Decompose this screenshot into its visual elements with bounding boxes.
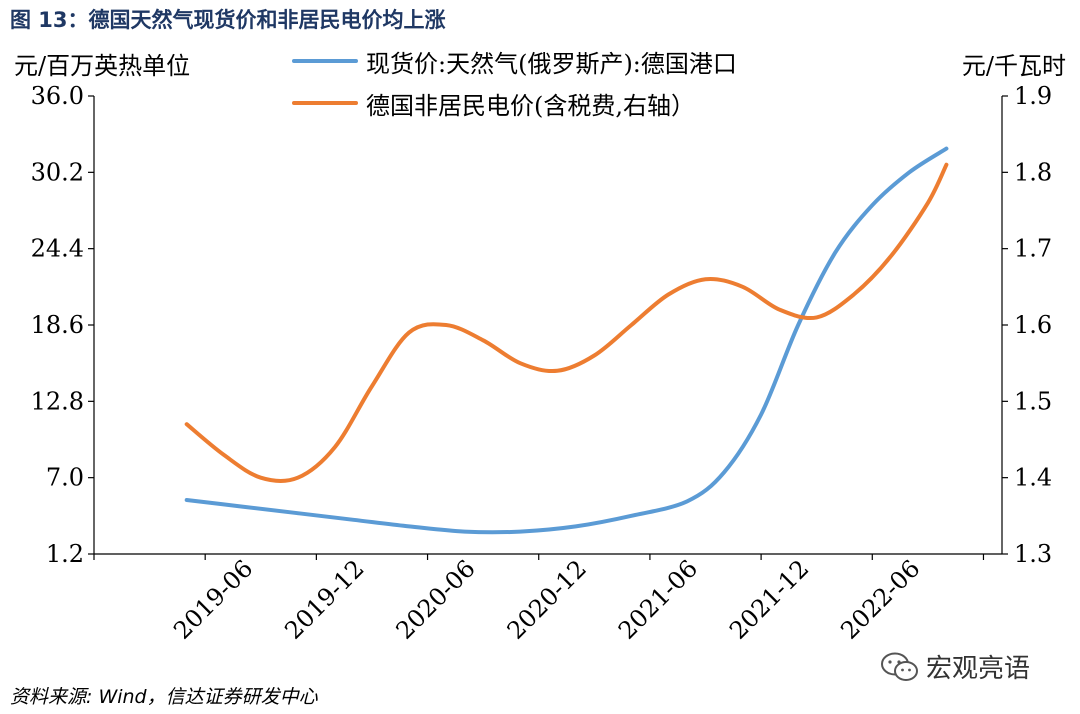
y-tick-label-right: 1.4 [1014, 464, 1052, 492]
x-tick-label: 2019-06 [168, 554, 258, 644]
x-tick-label: 2020-06 [391, 554, 481, 644]
y-tick-label-left: 1.2 [46, 540, 84, 568]
series-line-power-price [184, 162, 949, 484]
right-axis-unit: 元/千瓦时 [961, 52, 1066, 80]
y-tick-label-right: 1.9 [1014, 82, 1052, 110]
figure-title: 图 13：德国天然气现货价和非居民电价均上涨 [10, 8, 446, 32]
x-tick-label: 2021-06 [613, 554, 703, 644]
legend: 现货价:天然气(俄罗斯产):德国港口 德国非居民电价(含税费,右轴） [292, 40, 737, 124]
y-tick-label-left: 30.2 [31, 158, 84, 186]
y-tick-label-left: 7.0 [46, 464, 84, 492]
x-tick-label: 2021-12 [724, 554, 814, 644]
legend-item-power: 德国非居民电价(含税费,右轴） [292, 82, 737, 124]
y-tick-label-left: 24.4 [31, 235, 84, 263]
watermark: 宏观亮语 [880, 648, 1030, 685]
y-tick-label-right: 1.8 [1014, 158, 1052, 186]
series-line-gas-price [184, 146, 949, 535]
x-tick-label: 2019-12 [279, 554, 369, 644]
legend-label-power: 德国非居民电价(含税费,右轴） [366, 91, 695, 120]
wechat-icon [881, 652, 918, 681]
y-tick-label-left: 12.8 [31, 387, 84, 415]
legend-swatch-gas [292, 59, 358, 63]
y-tick-label-right: 1.3 [1014, 540, 1052, 568]
watermark-text: 宏观亮语 [926, 654, 1031, 684]
left-axis-unit: 元/百万英热单位 [14, 52, 191, 80]
legend-swatch-power [292, 101, 358, 105]
y-tick-label-left: 18.6 [31, 311, 84, 339]
legend-item-gas: 现货价:天然气(俄罗斯产):德国港口 [292, 40, 737, 82]
x-tick-label: 2022-06 [835, 554, 925, 644]
source-note: 资料来源: Wind，信达证券研发中心 [10, 686, 318, 708]
y-tick-label-right: 1.6 [1014, 311, 1052, 339]
y-tick-label-left: 36.0 [31, 82, 84, 110]
y-tick-label-right: 1.5 [1014, 387, 1052, 415]
x-tick-label: 2020-12 [502, 554, 592, 644]
legend-label-gas: 现货价:天然气(俄罗斯产):德国港口 [366, 49, 737, 78]
y-tick-label-right: 1.7 [1014, 235, 1052, 263]
